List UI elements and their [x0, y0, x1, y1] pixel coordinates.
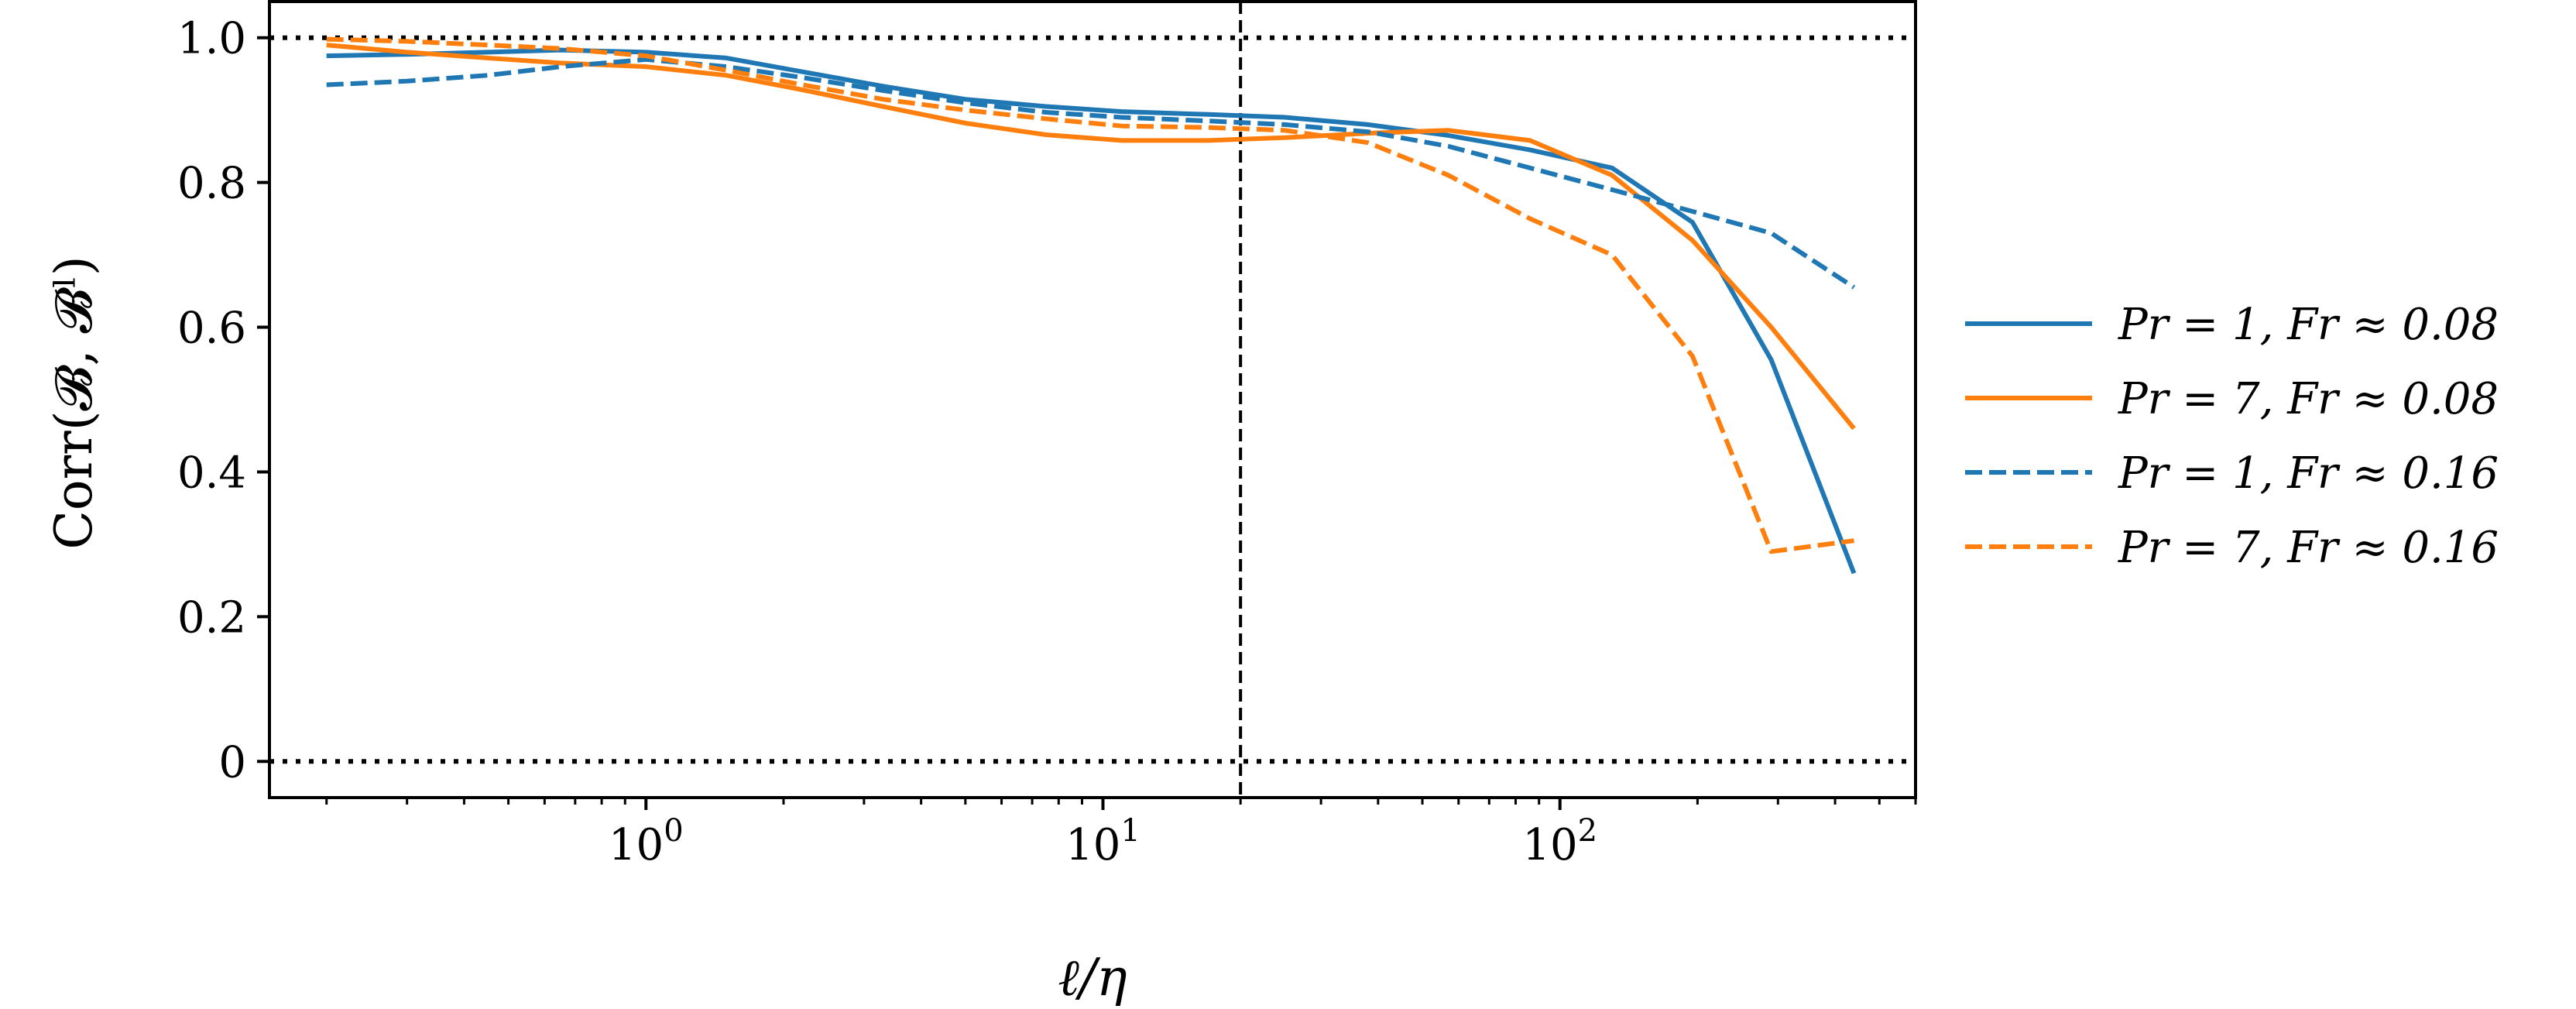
legend-label-4: Pr = 7, Fr ≈ 0.16	[2118, 523, 2499, 573]
y-tick-label: 1.0	[177, 14, 246, 64]
y-tick-label: 0	[218, 737, 246, 788]
y-tick-label: 0.4	[177, 448, 246, 498]
legend-label-3: Pr = 1, Fr ≈ 0.16	[2118, 448, 2499, 499]
legend-label-1: Pr = 1, Fr ≈ 0.08	[2118, 300, 2499, 350]
y-tick-label: 0.8	[177, 159, 246, 209]
legend-label-2: Pr = 7, Fr ≈ 0.08	[2118, 374, 2499, 424]
legend: Pr = 1, Fr ≈ 0.08 Pr = 7, Fr ≈ 0.08 Pr = 1…	[1965, 300, 2499, 573]
y-tick-label: 0.2	[177, 592, 246, 643]
y-axis-label: Corr(𝓑, 𝓑ˡ)	[44, 256, 104, 549]
y-tick-label: 0.6	[177, 304, 246, 354]
series-line-2	[326, 43, 1856, 431]
x-tick-label: 100	[609, 813, 684, 870]
series-line-1	[326, 47, 1857, 575]
y-axis-ticks: 0 0.2 0.4 0.6 0.8 1.0	[177, 14, 269, 788]
x-axis-ticks: 100 101 102	[325, 798, 1917, 870]
plot-marks	[269, 2, 1916, 798]
x-axis-label: ℓ/η	[1058, 948, 1127, 1007]
x-tick-label: 102	[1522, 813, 1597, 870]
x-tick-label: 101	[1065, 813, 1141, 870]
plot-area-frame	[268, 0, 1917, 799]
series-line-3	[326, 57, 1856, 290]
series-line-4	[326, 36, 1854, 554]
